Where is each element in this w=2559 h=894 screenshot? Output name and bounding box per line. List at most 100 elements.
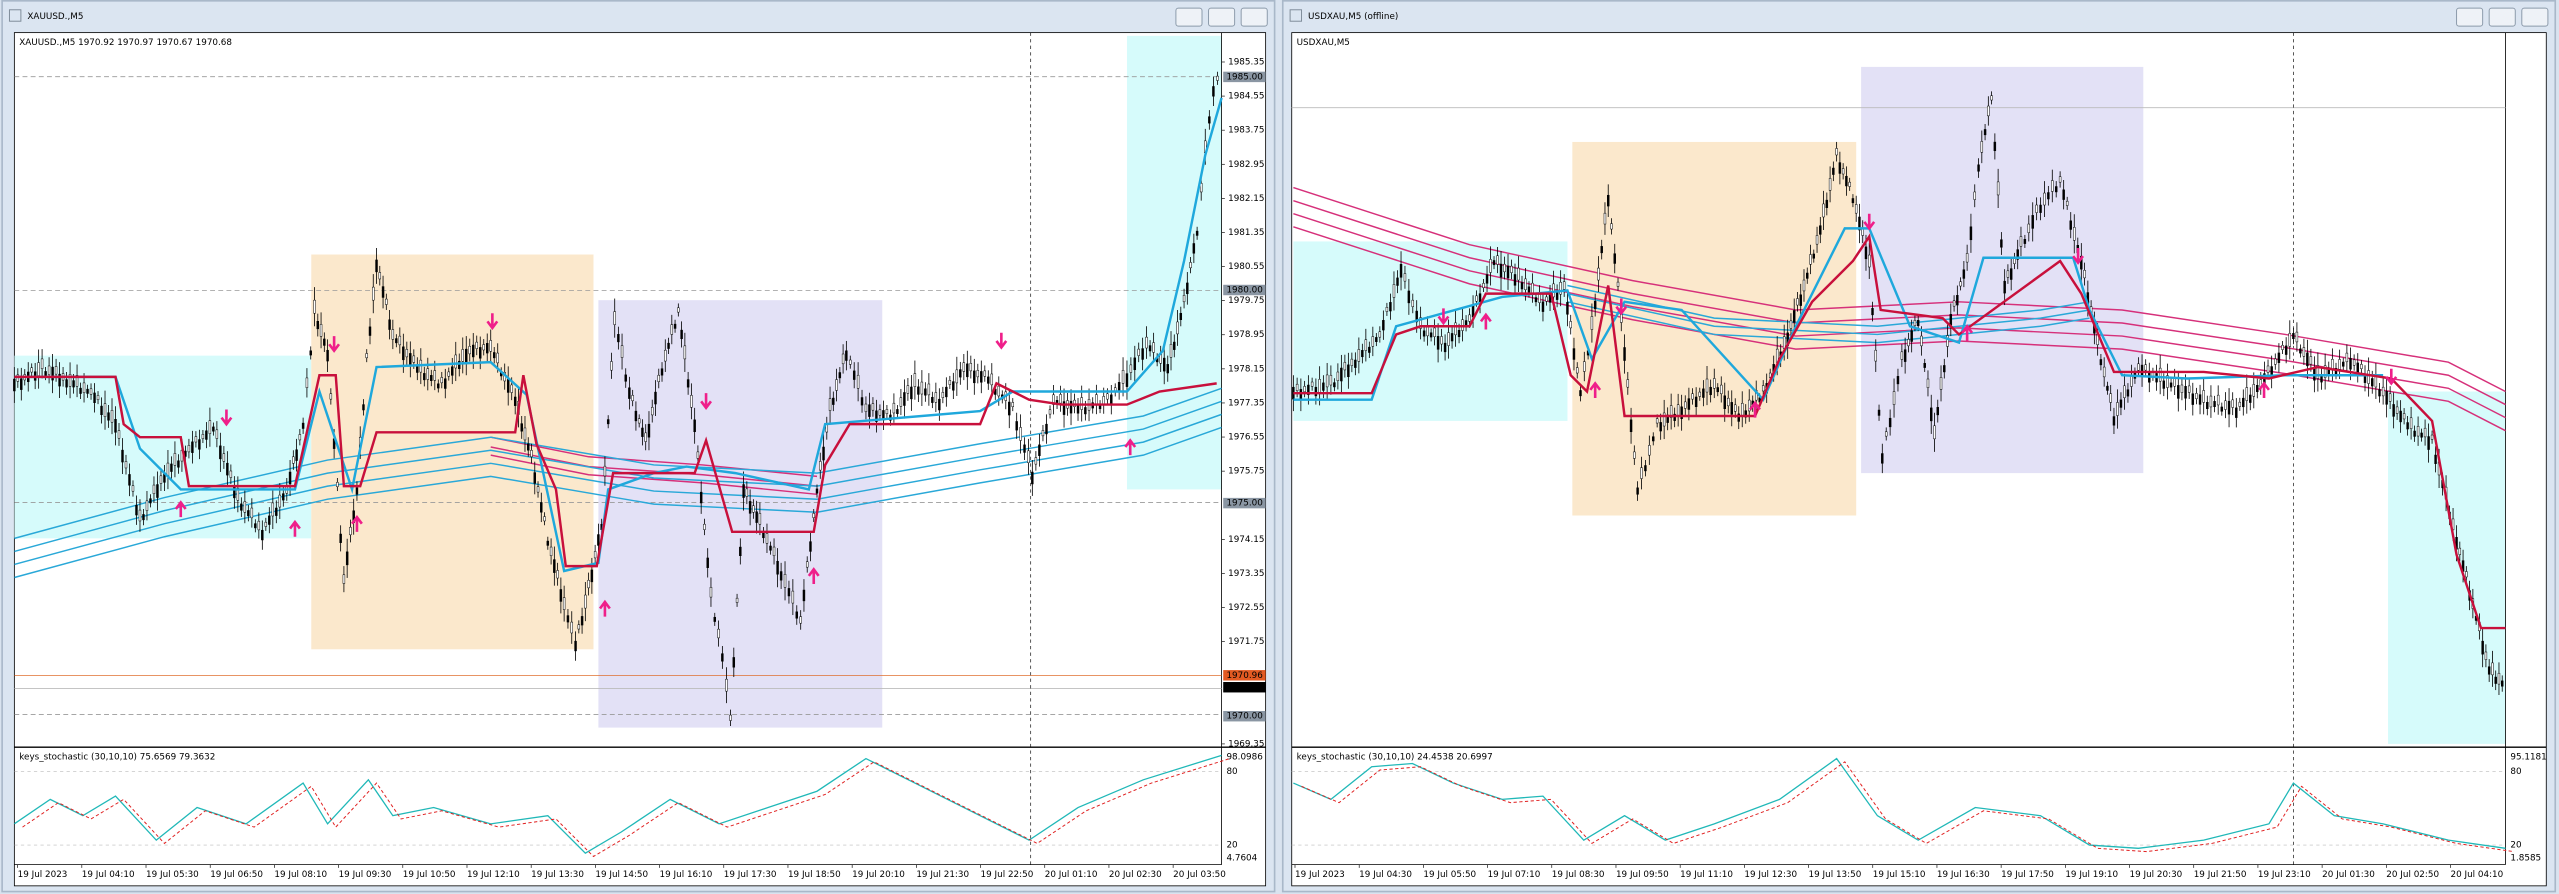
candle-body <box>177 460 180 468</box>
candle-body <box>1117 382 1121 392</box>
candle-body <box>1485 274 1489 284</box>
candle-body <box>570 621 573 634</box>
candle-body <box>1888 417 1892 428</box>
window-title: USDXAU,M5 (offline) <box>1308 12 1398 22</box>
candle-body <box>1552 283 1555 298</box>
time-label: 19 Jul 04:30 <box>1359 870 1412 880</box>
time-label: 19 Jul 22:50 <box>981 870 1034 880</box>
candle-body <box>1407 290 1411 304</box>
window-icon <box>8 9 22 22</box>
candle-body <box>2378 389 2381 397</box>
candle-body <box>1655 418 1659 424</box>
close-button[interactable] <box>2521 7 2549 27</box>
buy-arrow <box>1479 312 1492 330</box>
candle-body <box>1923 363 1926 368</box>
candle-body <box>336 482 339 487</box>
candle-body <box>1687 398 1691 410</box>
candle-body <box>765 533 769 544</box>
stoch-main <box>13 754 1222 855</box>
candle-body <box>254 523 257 529</box>
candle-body <box>1920 335 1923 347</box>
candle-body <box>1962 269 1966 279</box>
candle-body <box>243 501 247 513</box>
candle-body <box>1141 348 1144 360</box>
candle-body <box>1559 281 1562 295</box>
candle-body <box>1980 141 1984 153</box>
candle-body <box>1969 226 1973 241</box>
candle-body <box>1510 265 1513 273</box>
candle-body <box>54 366 58 375</box>
candle-body <box>170 463 173 472</box>
price-tag <box>1223 497 1266 509</box>
candle-body <box>138 509 142 522</box>
chart-window: XAUUSD.,M5 XAUUSD.,M5 1970.92 1970.97 197… <box>1 0 1276 893</box>
candle-body <box>440 377 444 384</box>
candle-body <box>1189 262 1192 269</box>
time-label: 19 Jul 20:30 <box>2130 870 2183 880</box>
candle-body <box>1176 321 1179 335</box>
candle-body <box>2345 352 2349 363</box>
candle-body <box>2316 365 2320 379</box>
candle-body <box>2494 676 2497 684</box>
candle-body <box>2227 400 2231 415</box>
buy-arrow <box>1589 381 1602 399</box>
candle-body <box>1741 403 1744 416</box>
minimize-button[interactable] <box>2456 7 2484 27</box>
candle-body <box>593 551 597 559</box>
price-tag <box>1223 71 1266 83</box>
candle-body <box>2306 352 2309 367</box>
candle-body <box>620 345 624 358</box>
candle-body <box>606 419 610 425</box>
candle-body <box>1361 350 1364 358</box>
candle-body <box>1382 320 1385 331</box>
candle-body <box>2238 401 2242 407</box>
window-icon <box>1289 9 1303 22</box>
candle-body <box>603 465 607 477</box>
candle-body <box>654 391 657 405</box>
candle-body <box>1212 86 1215 97</box>
candle-body <box>1910 330 1913 342</box>
candle-body <box>527 443 530 451</box>
candle-body <box>686 379 690 388</box>
maximize-button[interactable] <box>2488 7 2516 27</box>
candle-body <box>1457 329 1461 338</box>
candle-body <box>201 434 205 439</box>
candle-body <box>1336 371 1340 381</box>
maximize-button[interactable] <box>1208 7 1236 27</box>
candle-body <box>1819 225 1822 235</box>
candle-body <box>1841 168 1845 175</box>
candle-body <box>2039 204 2042 213</box>
close-button[interactable] <box>1240 7 1268 27</box>
buy-arrow <box>1124 438 1137 456</box>
candle-body <box>1848 181 1851 187</box>
minimize-button[interactable] <box>1175 7 1203 27</box>
indicator-label: keys_stochastic (30,10,10) 75.6569 79.36… <box>19 752 215 762</box>
candle-body <box>739 546 742 557</box>
candle-body <box>2106 385 2109 391</box>
candle-body <box>617 334 620 343</box>
candle-body <box>2220 406 2224 412</box>
candle-body <box>1295 383 1299 391</box>
price-label: 1978.15 <box>1228 364 1264 374</box>
candle-body <box>776 560 779 575</box>
candle-body <box>1173 341 1176 350</box>
candle-body <box>1662 412 1666 427</box>
candle-body <box>920 381 924 395</box>
highlight-zone <box>1572 141 1857 516</box>
candle-body <box>51 366 54 381</box>
price-label: 1971.75 <box>1228 637 1264 647</box>
candle-body <box>1492 260 1496 266</box>
candle-body <box>1482 283 1485 288</box>
candle-body <box>261 529 264 541</box>
candle-body <box>955 369 959 384</box>
candle-body <box>628 387 631 399</box>
candle-body <box>375 259 378 273</box>
candle-body <box>540 502 543 513</box>
candle-body <box>1569 321 1572 329</box>
sell-arrow <box>995 332 1008 350</box>
candle-body <box>430 375 433 381</box>
candle-body <box>1930 407 1933 422</box>
time-label: 19 Jul 09:50 <box>1616 870 1669 880</box>
candle-body <box>1062 401 1066 415</box>
